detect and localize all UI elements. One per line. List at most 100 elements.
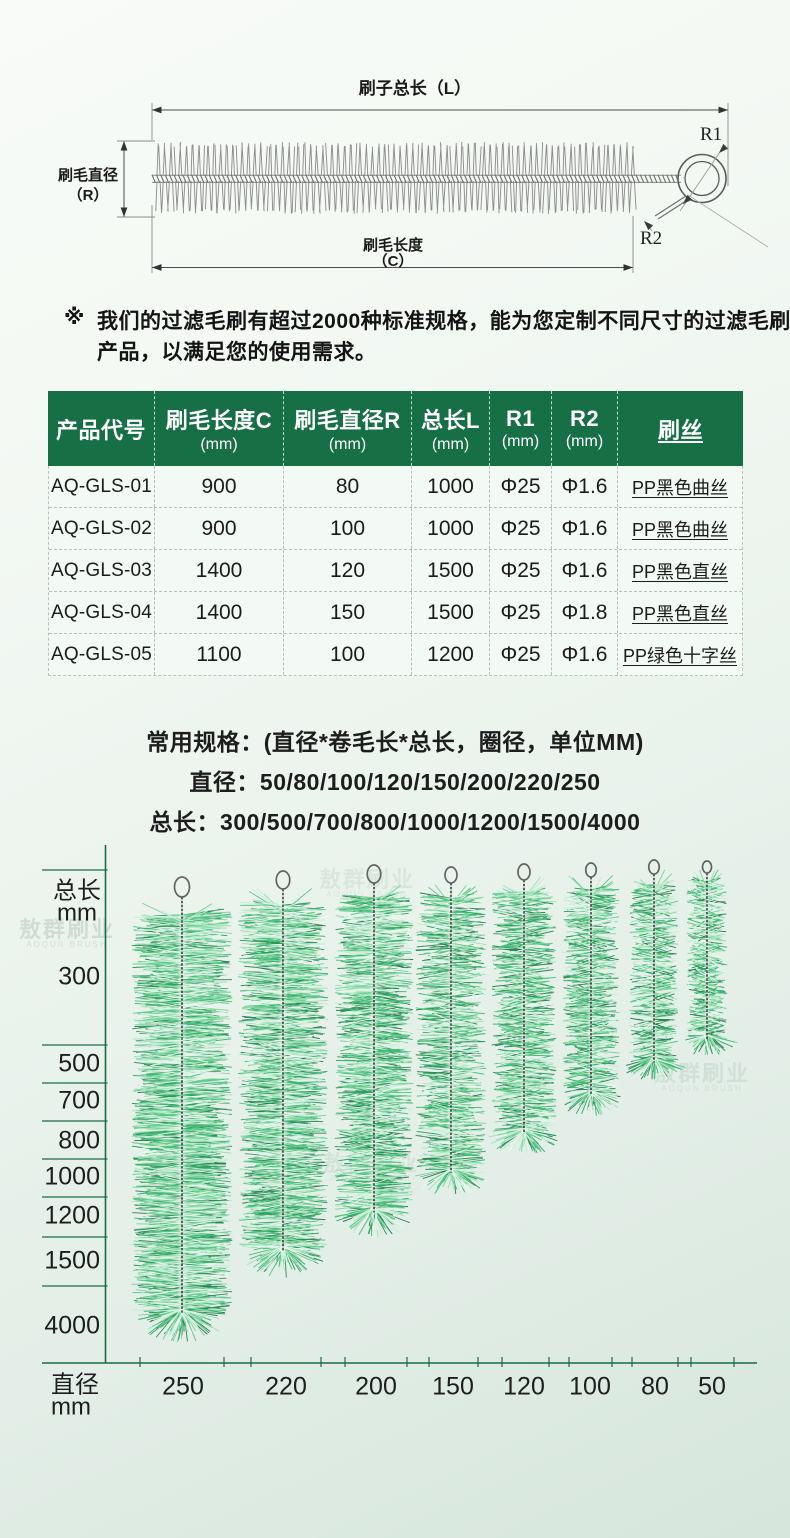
y-tick-label: 300	[58, 963, 100, 991]
x-axis-title: 直径	[51, 1371, 99, 1398]
brush-hanging-loop	[275, 870, 291, 890]
spec-table-cell: Φ25	[490, 508, 552, 549]
common-specs-line-1: 常用规格：(直径*卷毛长*总长，圈径，单位MM)	[146, 729, 644, 755]
spec-table-header-cell: 产品代号	[48, 391, 155, 466]
brush-technical-diagram	[117, 103, 769, 273]
spec-table-cell: AQ-GLS-03	[49, 550, 155, 591]
spec-table-cell: AQ-GLS-02	[49, 508, 155, 549]
spec-table-cell: 120	[284, 550, 412, 591]
spec-table-cell: 80	[284, 466, 412, 507]
spec-table-header-cell: R1 (mm)	[490, 391, 552, 466]
spec-table-cell: PP黑色曲丝	[631, 519, 728, 540]
diagram-bristle-diameter-label: 刷毛直径	[57, 167, 118, 184]
spec-table-cell: 100	[284, 508, 412, 549]
common-specs-line-3: 总长：300/500/700/800/1000/1200/1500/4000	[149, 809, 641, 835]
brush-illustration-150	[415, 866, 487, 1195]
spec-table-cell: 1100	[155, 634, 284, 675]
spec-table-cell: Φ25	[490, 592, 552, 633]
diagram-r2-label: R2	[640, 228, 663, 249]
y-tick-label: 4000	[44, 1312, 100, 1340]
spec-table-header-cell: R2 (mm)	[552, 391, 618, 466]
diagram-bristle-diameter-symbol: （R）	[67, 187, 109, 204]
brush-illustration-200	[334, 864, 414, 1238]
spec-table-cell: Φ1.6	[552, 466, 618, 507]
spec-table-cell: 900	[155, 466, 284, 507]
diagram-r1-label: R1	[700, 124, 723, 145]
spec-table-cell: Φ25	[490, 550, 552, 591]
brush-illustration-120	[488, 863, 558, 1154]
spec-table-cell: AQ-GLS-01	[49, 466, 155, 507]
note-line-1: 我们的过滤毛刷有超过2000种标准规格，能为您定制不同尺寸的过滤毛刷	[97, 310, 790, 333]
spec-table-cell: 1000	[412, 508, 490, 549]
brush-hanging-loop	[584, 862, 598, 878]
spec-table-cell: 1500	[412, 550, 490, 591]
y-axis-title: 总长	[53, 877, 101, 904]
spec-table: 产品代号 刷毛长度C (mm) 刷毛直径R (mm) 总长L (mm) R1 (mm) R2 (mm…	[48, 391, 743, 676]
x-tick-label: 220	[265, 1373, 307, 1401]
spec-table-cell: Φ1.8	[552, 592, 618, 633]
spec-table-cell: Φ25	[490, 466, 552, 507]
spec-table-cell: 1400	[155, 592, 284, 633]
spec-table-row: AQ-GLS-02 900 100 1000 Φ25 Φ1.6 PP黑色曲丝	[49, 507, 742, 549]
x-tick-label: 150	[432, 1373, 474, 1401]
common-specs-line-2: 直径：50/80/100/120/150/200/220/250	[189, 769, 601, 795]
spec-table-row: AQ-GLS-05 1100 100 1200 Φ25 Φ1.6 PP绿色十字丝	[49, 633, 742, 675]
y-tick-label: 1500	[44, 1247, 100, 1275]
y-tick-label: 1000	[44, 1163, 100, 1191]
spec-table-header-cell: 刷毛直径R (mm)	[284, 391, 412, 466]
x-tick-label: 50	[698, 1373, 726, 1401]
brush-hanging-loop	[647, 859, 661, 875]
spec-table-cell: 1400	[155, 550, 284, 591]
x-axis-title-unit: mm	[51, 1393, 91, 1420]
spec-table-cell: Φ1.6	[552, 508, 618, 549]
spec-table-body: AQ-GLS-01 900 80 1000 Φ25 Φ1.6 PP黑色曲丝 AQ-GLS-02…	[48, 466, 743, 676]
spec-table-cell: 1500	[412, 592, 490, 633]
brush-illustration-50	[682, 860, 738, 1056]
x-tick-label: 200	[355, 1373, 397, 1401]
brush-illustration-100	[562, 862, 622, 1116]
spec-table-row: AQ-GLS-03 1400 120 1500 Φ25 Φ1.6 PP黑色直丝	[49, 549, 742, 591]
spec-table-cell: 150	[284, 592, 412, 633]
spec-table-cell: 1000	[412, 466, 490, 507]
spec-table-cell: PP黑色直丝	[631, 603, 728, 624]
note-marker: ※	[64, 306, 85, 329]
spec-table-cell: AQ-GLS-05	[49, 634, 155, 675]
brush-hanging-loop	[444, 866, 458, 884]
diagram-total-length-label: 刷子总长（L）	[358, 79, 472, 98]
spec-table-cell: Φ25	[490, 634, 552, 675]
diagram-bristle-length-label: 刷毛长度	[362, 237, 423, 254]
spec-table-header-cell: 总长L (mm)	[412, 391, 490, 466]
y-tick-label: 700	[58, 1087, 100, 1115]
y-tick-label: 800	[58, 1127, 100, 1155]
x-tick-label: 80	[641, 1373, 669, 1401]
spec-table-cell: PP黑色曲丝	[631, 477, 728, 498]
spec-table-cell: Φ1.6	[552, 550, 618, 591]
y-axis-title-unit: mm	[57, 899, 97, 926]
brush-illustration-220	[237, 870, 329, 1278]
spec-table-header-cell: 刷丝	[657, 417, 703, 443]
y-tick-label: 500	[58, 1050, 100, 1078]
spec-table-cell: Φ1.6	[552, 634, 618, 675]
brush-illustration-80	[625, 859, 686, 1080]
x-tick-label: 250	[162, 1373, 204, 1401]
spec-table-row: AQ-GLS-01 900 80 1000 Φ25 Φ1.6 PP黑色曲丝	[49, 466, 742, 507]
spec-table-cell: PP黑色直丝	[631, 561, 728, 582]
note-line-2: 产品，以满足您的使用需求。	[97, 341, 377, 364]
spec-table-cell: AQ-GLS-04	[49, 592, 155, 633]
spec-table-cell: 1200	[412, 634, 490, 675]
spec-table-cell: 100	[284, 634, 412, 675]
spec-table-row: AQ-GLS-04 1400 150 1500 Φ25 Φ1.8 PP黑色直丝	[49, 591, 742, 633]
brush-illustration-250	[131, 876, 233, 1343]
x-tick-label: 100	[569, 1373, 611, 1401]
x-tick-label: 120	[503, 1373, 545, 1401]
diagram-bristle-length-symbol: （C）	[372, 253, 414, 270]
brush-hanging-loop	[366, 864, 382, 884]
brush-hanging-loop	[701, 860, 713, 874]
brush-hanging-loop	[173, 876, 191, 898]
spec-table-header-row: 产品代号 刷毛长度C (mm) 刷毛直径R (mm) 总长L (mm) R1 (mm) R2 (mm…	[48, 391, 743, 466]
spec-table-header-cell: 刷毛长度C (mm)	[155, 391, 284, 466]
spec-table-cell: 900	[155, 508, 284, 549]
brush-hanging-loop	[517, 863, 531, 881]
